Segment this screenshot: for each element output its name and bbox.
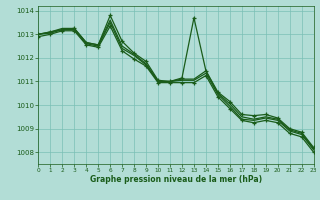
X-axis label: Graphe pression niveau de la mer (hPa): Graphe pression niveau de la mer (hPa) bbox=[90, 175, 262, 184]
